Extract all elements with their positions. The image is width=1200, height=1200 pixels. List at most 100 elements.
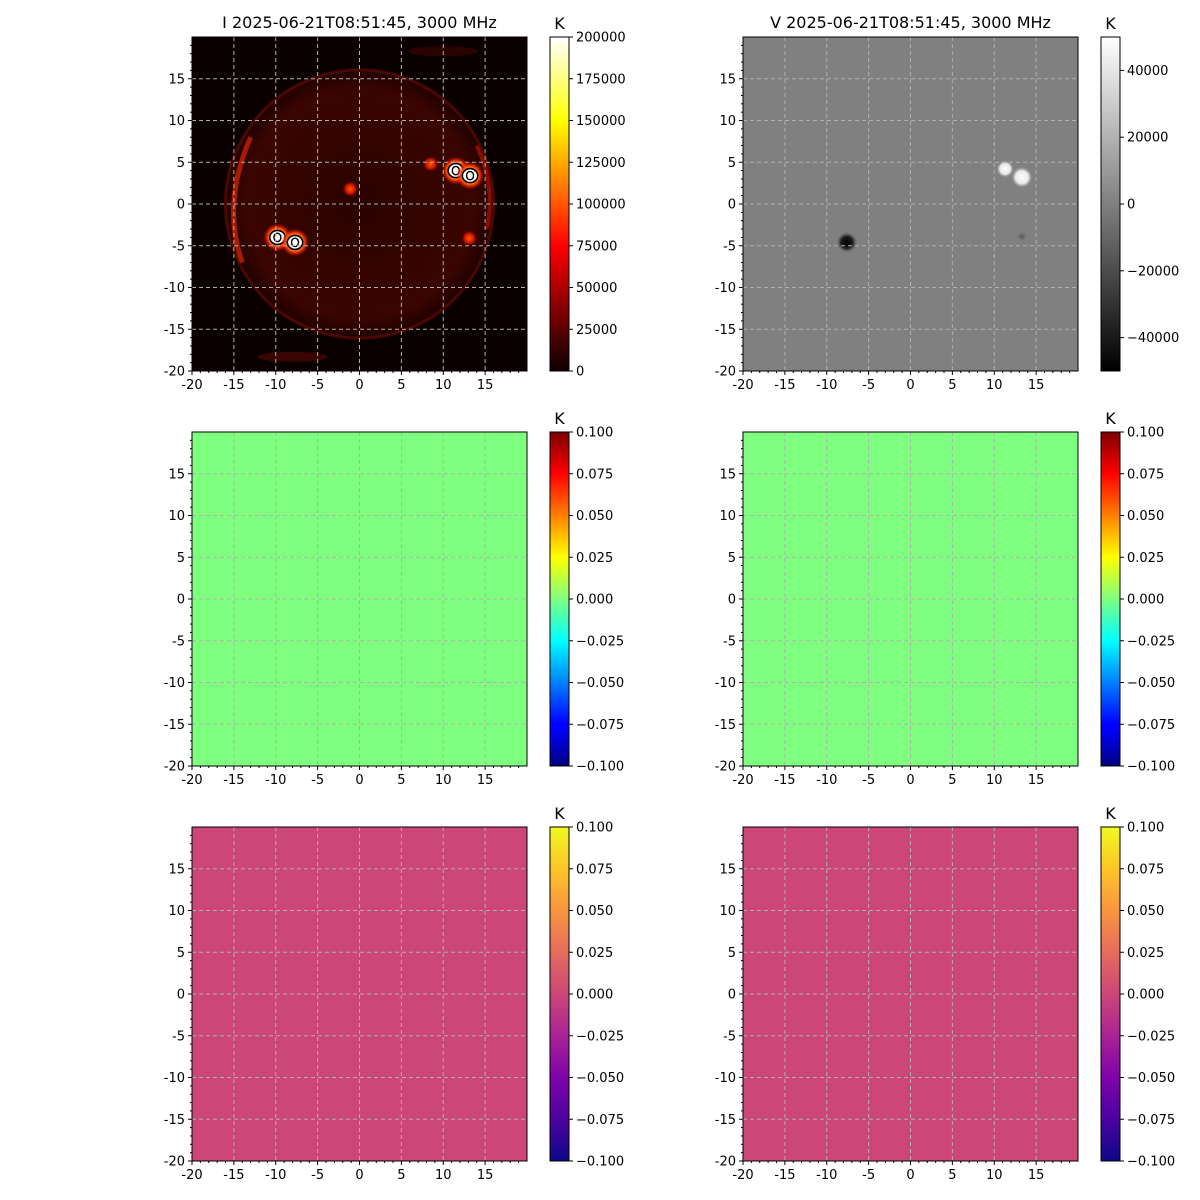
polarization-source: [996, 159, 1015, 178]
x-tick-label: 5: [948, 378, 956, 393]
colorbar-unit-label: K: [1105, 14, 1116, 33]
y-tick-label: 0: [728, 593, 736, 608]
colorbar-tick-label: −0.050: [576, 1071, 624, 1086]
colorbar-tick-label: 0.000: [576, 988, 613, 1003]
heatmap-image: [743, 827, 1078, 1161]
panel-2: -20 -15 -10 -5 0 5 10 15 15 10 5 0 -5 -10 -15 -20 V 2025…: [715, 13, 1179, 393]
colorbar-unit-label: K: [554, 14, 565, 33]
x-tick-label: 0: [355, 1168, 363, 1183]
y-tick-label: 10: [719, 904, 736, 919]
intensity-source: [422, 155, 439, 172]
x-tick-label: 10: [986, 378, 1003, 393]
y-tick-label: 0: [177, 198, 185, 213]
colorbar-unit-label: K: [554, 409, 565, 428]
colorbar-tick-label: 0.050: [1127, 904, 1164, 919]
x-tick-label: -10: [265, 378, 286, 393]
y-tick-label: 15: [168, 862, 185, 877]
colorbar-tick-label: −40000: [1127, 331, 1179, 346]
source-contour: [290, 237, 300, 248]
x-tick-label: 10: [435, 378, 452, 393]
colorbar-tick-label: 0.075: [1127, 862, 1164, 877]
y-tick-label: -15: [715, 323, 736, 338]
colorbar-unit-label: K: [1105, 804, 1116, 823]
y-tick-label: 15: [719, 467, 736, 482]
intensity-source: [342, 180, 359, 197]
y-tick-label: 15: [168, 467, 185, 482]
colorbar-tick-label: 0.000: [1127, 988, 1164, 1003]
y-tick-label: -10: [715, 281, 736, 296]
colorbar-tick-label: −0.025: [576, 634, 624, 649]
colorbar-tick-label: −0.050: [1127, 676, 1175, 691]
y-tick-label: 10: [719, 114, 736, 129]
x-tick-label: 10: [986, 1168, 1003, 1183]
x-tick-label: -15: [223, 378, 244, 393]
colorbar-tick-label: −0.100: [1127, 1155, 1175, 1170]
image-background: [743, 37, 1078, 371]
colorbar-tick-label: −0.025: [1127, 1029, 1175, 1044]
y-tick-label: -20: [715, 365, 736, 380]
colorbar-tick-label: 75000: [576, 239, 617, 254]
y-tick-label: -10: [164, 676, 185, 691]
x-tick-label: 5: [397, 773, 405, 788]
x-tick-label: -5: [862, 378, 875, 393]
y-tick-label: -15: [715, 1113, 736, 1128]
y-tick-label: 10: [168, 114, 185, 129]
y-tick-label: -5: [723, 634, 736, 649]
y-tick-label: -10: [164, 281, 185, 296]
heatmap-image: [743, 432, 1078, 766]
x-tick-label: -5: [311, 773, 324, 788]
x-tick-label: 15: [477, 773, 494, 788]
y-tick-label: 0: [728, 198, 736, 213]
x-tick-label: -15: [774, 773, 795, 788]
x-tick-label: 0: [906, 378, 914, 393]
heatmap-image: [743, 37, 1078, 371]
x-tick-label: -20: [732, 773, 753, 788]
colorbar-tick-label: 0.000: [1127, 593, 1164, 608]
colorbar-tick-label: 150000: [576, 114, 626, 129]
x-tick-label: -15: [223, 773, 244, 788]
colorbar-unit-label: K: [1105, 409, 1116, 428]
colorbar-tick-label: −0.050: [576, 676, 624, 691]
x-tick-label: 15: [1028, 1168, 1045, 1183]
y-tick-label: -20: [164, 760, 185, 775]
y-tick-label: 5: [177, 156, 185, 171]
limb-arc-west: [474, 144, 492, 230]
y-tick-label: -20: [164, 1155, 185, 1170]
panel-6: -20 -15 -10 -5 0 5 10 15 15 10 5 0 -5 -10 -15 -20 0.100 0…: [715, 804, 1175, 1183]
panel-5: -20 -15 -10 -5 0 5 10 15 15 10 5 0 -5 -10 -15 -20 0.100 0…: [164, 804, 624, 1183]
colorbar-tick-label: −0.075: [1127, 1113, 1175, 1128]
colorbar-tick-label: 0.100: [1127, 426, 1164, 441]
x-tick-label: 15: [477, 1168, 494, 1183]
x-tick-label: -20: [732, 1168, 753, 1183]
colorbar-tick-label: 175000: [576, 72, 626, 87]
polarization-source: [835, 231, 858, 254]
x-tick-label: -5: [862, 1168, 875, 1183]
y-tick-label: -15: [164, 323, 185, 338]
x-tick-label: 0: [355, 773, 363, 788]
heatmap-image: [192, 432, 527, 766]
colorbar-tick-label: −0.075: [576, 718, 624, 733]
colorbar-tick-label: 0.050: [576, 509, 613, 524]
intensity-source: [461, 230, 478, 247]
colorbar: [1100, 36, 1121, 372]
x-tick-label: -10: [265, 773, 286, 788]
panel-title: I 2025-06-21T08:51:45, 3000 MHz: [222, 13, 497, 32]
x-tick-label: -10: [816, 1168, 837, 1183]
colorbar-tick-label: 20000: [1127, 131, 1168, 146]
x-tick-label: 5: [397, 378, 405, 393]
y-tick-label: -15: [164, 718, 185, 733]
x-tick-label: 0: [906, 773, 914, 788]
y-tick-label: -5: [172, 239, 185, 254]
source-contour: [465, 170, 475, 181]
y-tick-label: 10: [168, 904, 185, 919]
x-tick-label: -10: [816, 773, 837, 788]
x-tick-label: 15: [1028, 773, 1045, 788]
x-tick-label: 5: [397, 1168, 405, 1183]
x-tick-label: -20: [181, 773, 202, 788]
y-tick-label: -10: [715, 1071, 736, 1086]
solar-disk: [225, 70, 494, 338]
y-tick-label: 5: [728, 551, 736, 566]
y-tick-label: 5: [728, 156, 736, 171]
heatmap-image: [192, 827, 527, 1161]
colorbar-tick-label: 50000: [576, 281, 617, 296]
